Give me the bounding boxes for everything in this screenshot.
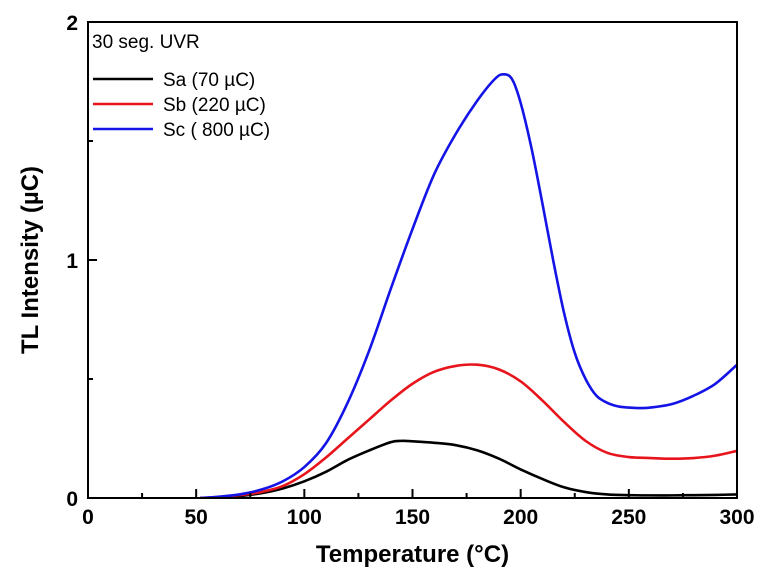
y-axis-title: TL Intensity (µC) [17,166,44,354]
legend-label-3: Sc ( 800 µC) [163,120,270,141]
legend-label-1: Sa (70 µC) [163,70,255,91]
x-axis-title: Temperature (°C) [316,541,509,568]
legend-label-2: Sb (220 µC) [163,95,266,116]
legend: Sa (70 µC) Sb (220 µC) Sc ( 800 µC) [93,70,270,141]
x-tick-label: 50 [184,506,207,529]
plot-frame [87,21,738,499]
x-tick-label: 250 [611,506,646,529]
series-line-1 [199,439,737,498]
plot-area [199,73,737,498]
series-layer [199,73,737,498]
y-tick-label: 1 [66,250,78,273]
y-tick-label: 2 [66,12,78,35]
x-axis: 0 50 100 150 200 250 300 [82,489,755,529]
x-tick-label: 150 [395,506,430,529]
x-tick-label: 200 [503,506,538,529]
x-tick-label: 300 [719,506,754,529]
annotation-text: 30 seg. UVR [92,32,200,53]
series-line-3 [199,73,737,498]
series-line-2 [199,363,737,498]
y-tick-label: 0 [66,488,78,511]
x-tick-label: 0 [82,506,94,529]
y-axis: 0 1 2 [66,12,97,511]
x-tick-label: 100 [287,506,322,529]
